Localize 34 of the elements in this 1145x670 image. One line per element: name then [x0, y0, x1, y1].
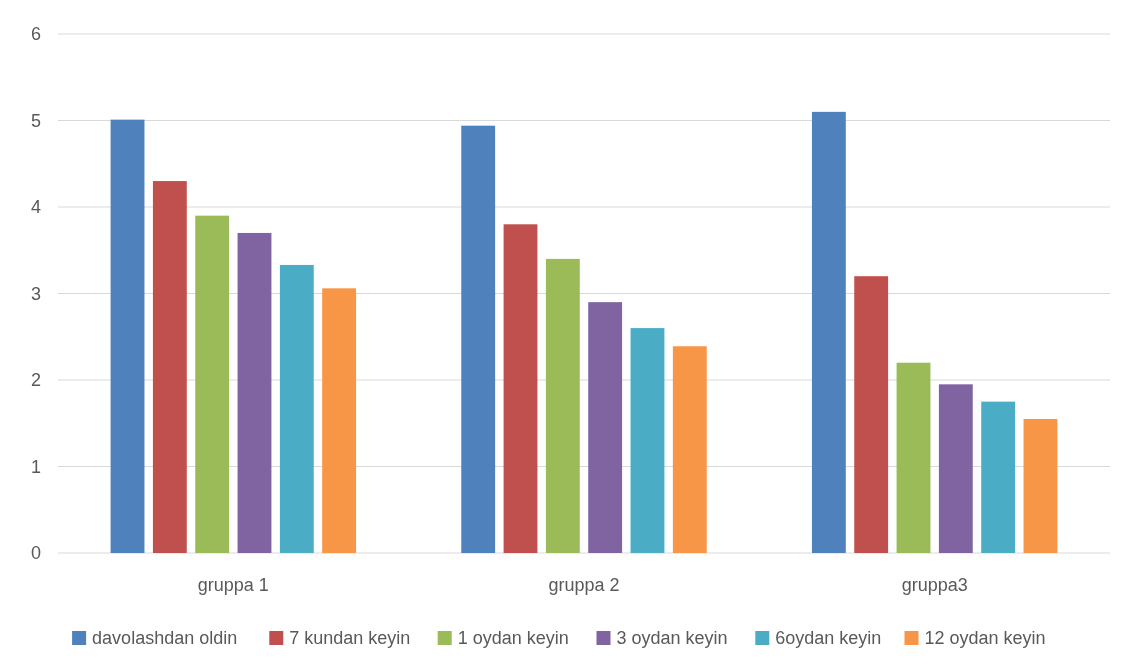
- bar: [811, 111, 846, 553]
- y-tick-label: 6: [30, 24, 42, 45]
- bar: [854, 276, 889, 553]
- bar: [322, 288, 357, 553]
- legend-label: 7 kundan keyin: [289, 628, 411, 649]
- y-tick-label: 1: [30, 456, 42, 477]
- bar: [195, 215, 230, 553]
- bar: [237, 232, 272, 553]
- bar: [981, 401, 1016, 553]
- bar: [503, 224, 538, 553]
- legend-label: 1 oydan keyin: [457, 628, 569, 649]
- bar: [110, 119, 145, 553]
- bar: [672, 346, 707, 553]
- bar: [938, 384, 973, 553]
- bar: [630, 328, 665, 553]
- y-tick-label: 0: [30, 543, 42, 564]
- bar: [588, 302, 623, 553]
- x-tick-label: gruppa 2: [548, 575, 620, 595]
- y-tick-label: 3: [30, 283, 42, 304]
- y-tick-label: 5: [30, 110, 42, 131]
- bar: [1023, 418, 1058, 553]
- bar: [152, 181, 187, 553]
- bar: [545, 258, 580, 553]
- x-tick-label: gruppa 1: [197, 575, 269, 595]
- y-tick-label: 2: [30, 370, 42, 391]
- bar: [279, 264, 314, 553]
- bar: [461, 125, 496, 553]
- bar: [896, 362, 931, 553]
- legend-label: 12 oydan keyin: [924, 628, 1046, 649]
- x-tick-label: gruppa3: [901, 575, 968, 595]
- legend-label: davolashdan oldin: [92, 628, 238, 649]
- legend-label: 6oydan keyin: [775, 628, 882, 649]
- legend-label: 3 oydan keyin: [616, 628, 728, 649]
- y-tick-label: 4: [30, 197, 42, 218]
